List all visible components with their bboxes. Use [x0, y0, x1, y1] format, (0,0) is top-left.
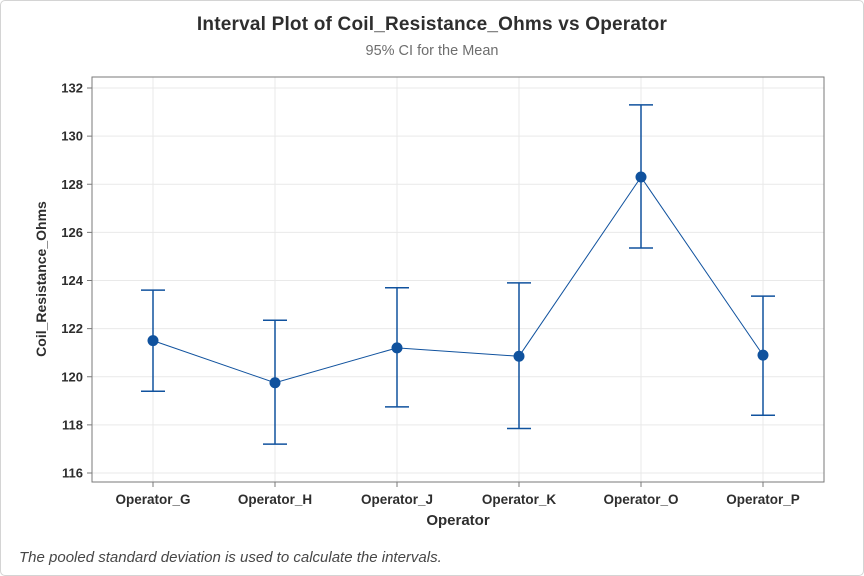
mean-point — [757, 349, 769, 361]
x-axis-title: Operator — [426, 512, 490, 529]
y-tick-label: 128 — [61, 177, 83, 192]
mean-connector-line — [152, 176, 764, 384]
y-tick-label: 126 — [61, 225, 83, 240]
y-tick-label: 124 — [61, 273, 83, 288]
x-tick-label: Operator_P — [726, 492, 800, 507]
y-tick-label: 122 — [61, 321, 83, 336]
x-tick-label: Operator_H — [238, 492, 312, 507]
mean-point — [147, 335, 159, 347]
mean-point — [269, 377, 281, 389]
x-tick-label: Operator_K — [482, 492, 557, 507]
mean-point — [513, 350, 525, 362]
y-axis-title: Coil_Resistance_Ohms — [33, 201, 49, 357]
y-tick-label: 120 — [61, 369, 83, 384]
y-tick-label: 132 — [61, 81, 83, 96]
plot-frame — [91, 76, 825, 483]
chart-title: Interval Plot of Coil_Resistance_Ohms vs… — [196, 14, 668, 35]
mean-point — [391, 342, 403, 354]
y-tick-label: 116 — [62, 466, 83, 481]
chart-footnote: The pooled standard deviation is used to… — [19, 549, 442, 566]
x-tick-label: Operator_O — [603, 492, 678, 507]
y-tick-label: 130 — [61, 129, 83, 144]
x-tick-label: Operator_J — [361, 492, 433, 507]
chart-subtitle: 95% CI for the Mean — [365, 43, 499, 59]
y-tick-label: 118 — [62, 417, 83, 432]
x-tick-label: Operator_G — [115, 492, 190, 507]
mean-point — [635, 171, 647, 183]
